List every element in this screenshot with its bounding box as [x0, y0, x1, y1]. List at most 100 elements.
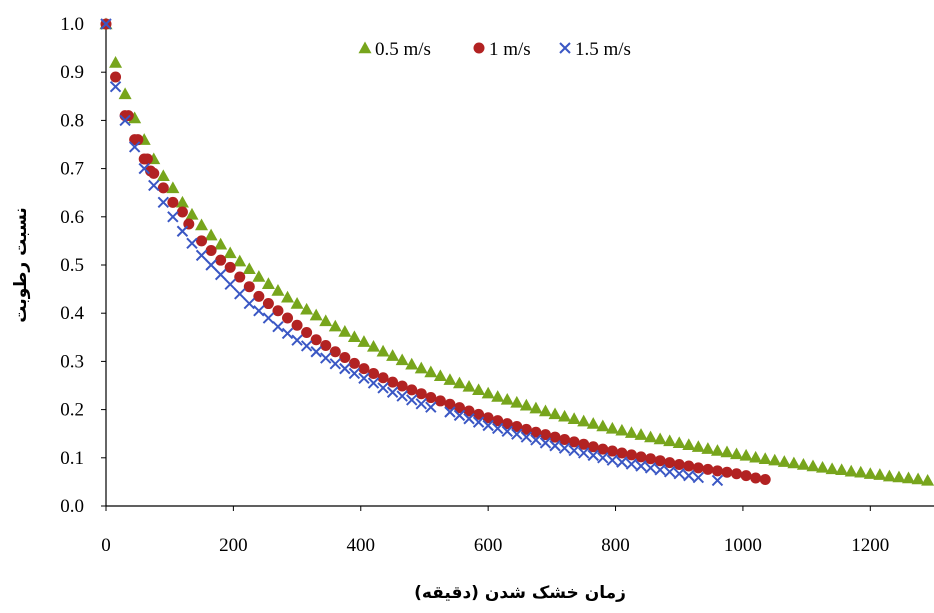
series-0-5ms-point [921, 473, 934, 486]
series-0-5ms-point [653, 432, 667, 445]
axes: 0 200 400 600 800 1000 1200 0.0 0.1 0.2 0.3 0.4 0.5 0… [60, 14, 934, 556]
series-1-5ms-point [673, 467, 685, 480]
series-1-5ms-point [377, 382, 389, 394]
series-1-5ms-point [472, 416, 485, 428]
series-1ms-point [692, 462, 704, 474]
series-1ms-point [224, 261, 236, 273]
series-1-5ms-point [501, 425, 513, 437]
y-axis-title: نسبت رطوبت [11, 207, 31, 322]
series-1ms-point [234, 271, 246, 283]
x-tick-label: 200 [219, 535, 248, 556]
series-0-5ms-point [424, 365, 438, 378]
legend-marker [473, 42, 485, 54]
series-0-5ms-point [749, 450, 763, 463]
series-0-5ms-point [395, 353, 409, 366]
series-0-5ms-point [166, 181, 180, 194]
series-1-5ms-point [148, 179, 160, 192]
series-0-5ms-point [185, 207, 199, 220]
series-0-5ms-point [548, 407, 562, 420]
series-0-5ms-point [835, 463, 849, 476]
series-0-5ms-point [290, 297, 304, 309]
series-1ms-point [148, 167, 160, 179]
y-tick-label: 0.5 [60, 255, 84, 276]
series-1-5ms-point [281, 327, 294, 340]
series-1-5ms-point [348, 367, 361, 380]
series-1ms-point [463, 405, 475, 417]
series-0-5ms-point [309, 308, 323, 321]
series-1ms-point [415, 388, 427, 400]
series-1ms-point [539, 429, 551, 441]
series-0-5ms-point [338, 325, 352, 337]
series-0-5ms-point [902, 471, 916, 484]
series-1ms-point [167, 196, 179, 208]
series-1ms-point [530, 426, 542, 438]
series-1-5ms-point [711, 474, 724, 487]
series-0-5ms-point [825, 462, 839, 475]
legend-marker [559, 42, 571, 54]
series-1-5ms-point [520, 431, 533, 443]
series-1-5ms-point [415, 398, 427, 410]
series-1-5ms-point [654, 464, 666, 476]
series-1ms-point [664, 457, 676, 469]
series-1-5ms-point [625, 458, 638, 470]
y-tick-label: 0.3 [60, 351, 84, 372]
series-0-5ms-point [109, 56, 123, 68]
series-0-5ms-point [844, 464, 858, 477]
y-tick-label: 0.1 [60, 448, 84, 469]
series-1-5ms-point [214, 268, 227, 281]
series-1-5ms-point [482, 419, 494, 432]
series-1ms-point [568, 436, 580, 448]
series-1-5ms-point [272, 320, 284, 333]
series-0-5ms-point [376, 344, 390, 357]
series-1-5ms-point [128, 141, 141, 153]
series-0-5ms-point [128, 111, 142, 124]
series-0-5ms-point [357, 335, 371, 347]
series-0-5ms-point [863, 467, 877, 479]
series-1 [100, 18, 771, 485]
series-1-5ms-point [176, 225, 189, 237]
series-0-5ms-point [882, 469, 896, 482]
series-1-5ms-point [167, 211, 179, 223]
series-1ms-point [110, 71, 122, 83]
series-1ms-point [482, 412, 494, 424]
series-1ms-point [262, 298, 274, 310]
series-1-5ms-point [310, 346, 322, 358]
series-0-5ms-point [510, 395, 524, 408]
x-tick-label: 400 [347, 535, 376, 556]
series-1ms-point [635, 451, 647, 463]
series-1ms-point [559, 433, 571, 445]
series-1-5ms-point [663, 466, 676, 478]
series-0-5ms-point [730, 447, 744, 460]
series-1ms-point [702, 463, 714, 475]
series-0-5ms-point [672, 436, 686, 449]
series-1ms-point [453, 402, 465, 414]
series-0-5ms-point [328, 319, 342, 332]
series-1-5ms-point [234, 288, 246, 300]
series-1ms-point [520, 423, 532, 435]
series-1ms-point [368, 367, 380, 379]
series-1ms-point [740, 470, 752, 482]
series-0-5ms-point [529, 401, 543, 414]
series-0 [99, 17, 934, 486]
x-tick-label: 800 [601, 535, 630, 556]
series-1ms-point [132, 134, 144, 146]
series-1ms-point [196, 235, 208, 247]
y-tick-label: 0.4 [60, 303, 84, 324]
series-0-5ms-point [873, 468, 887, 480]
series-1ms-point [654, 455, 666, 467]
y-tick-label: 0.2 [60, 400, 84, 421]
series-1ms-point [358, 363, 370, 375]
series-1-5ms-point [320, 352, 332, 364]
series-0-5ms-point [710, 444, 724, 456]
series-1ms-point [282, 312, 294, 324]
series-1ms-point [645, 453, 657, 465]
series-0-5ms-point [739, 448, 753, 461]
series-0-5ms-point [596, 419, 610, 432]
x-tick-label: 600 [474, 535, 503, 556]
series-1ms-point [205, 245, 217, 257]
series-1ms-point [329, 346, 341, 358]
series-0-5ms-point [768, 453, 782, 466]
series-0-5ms-point [777, 455, 791, 467]
series-1ms-point [377, 372, 389, 384]
series-1ms-point [425, 392, 437, 404]
